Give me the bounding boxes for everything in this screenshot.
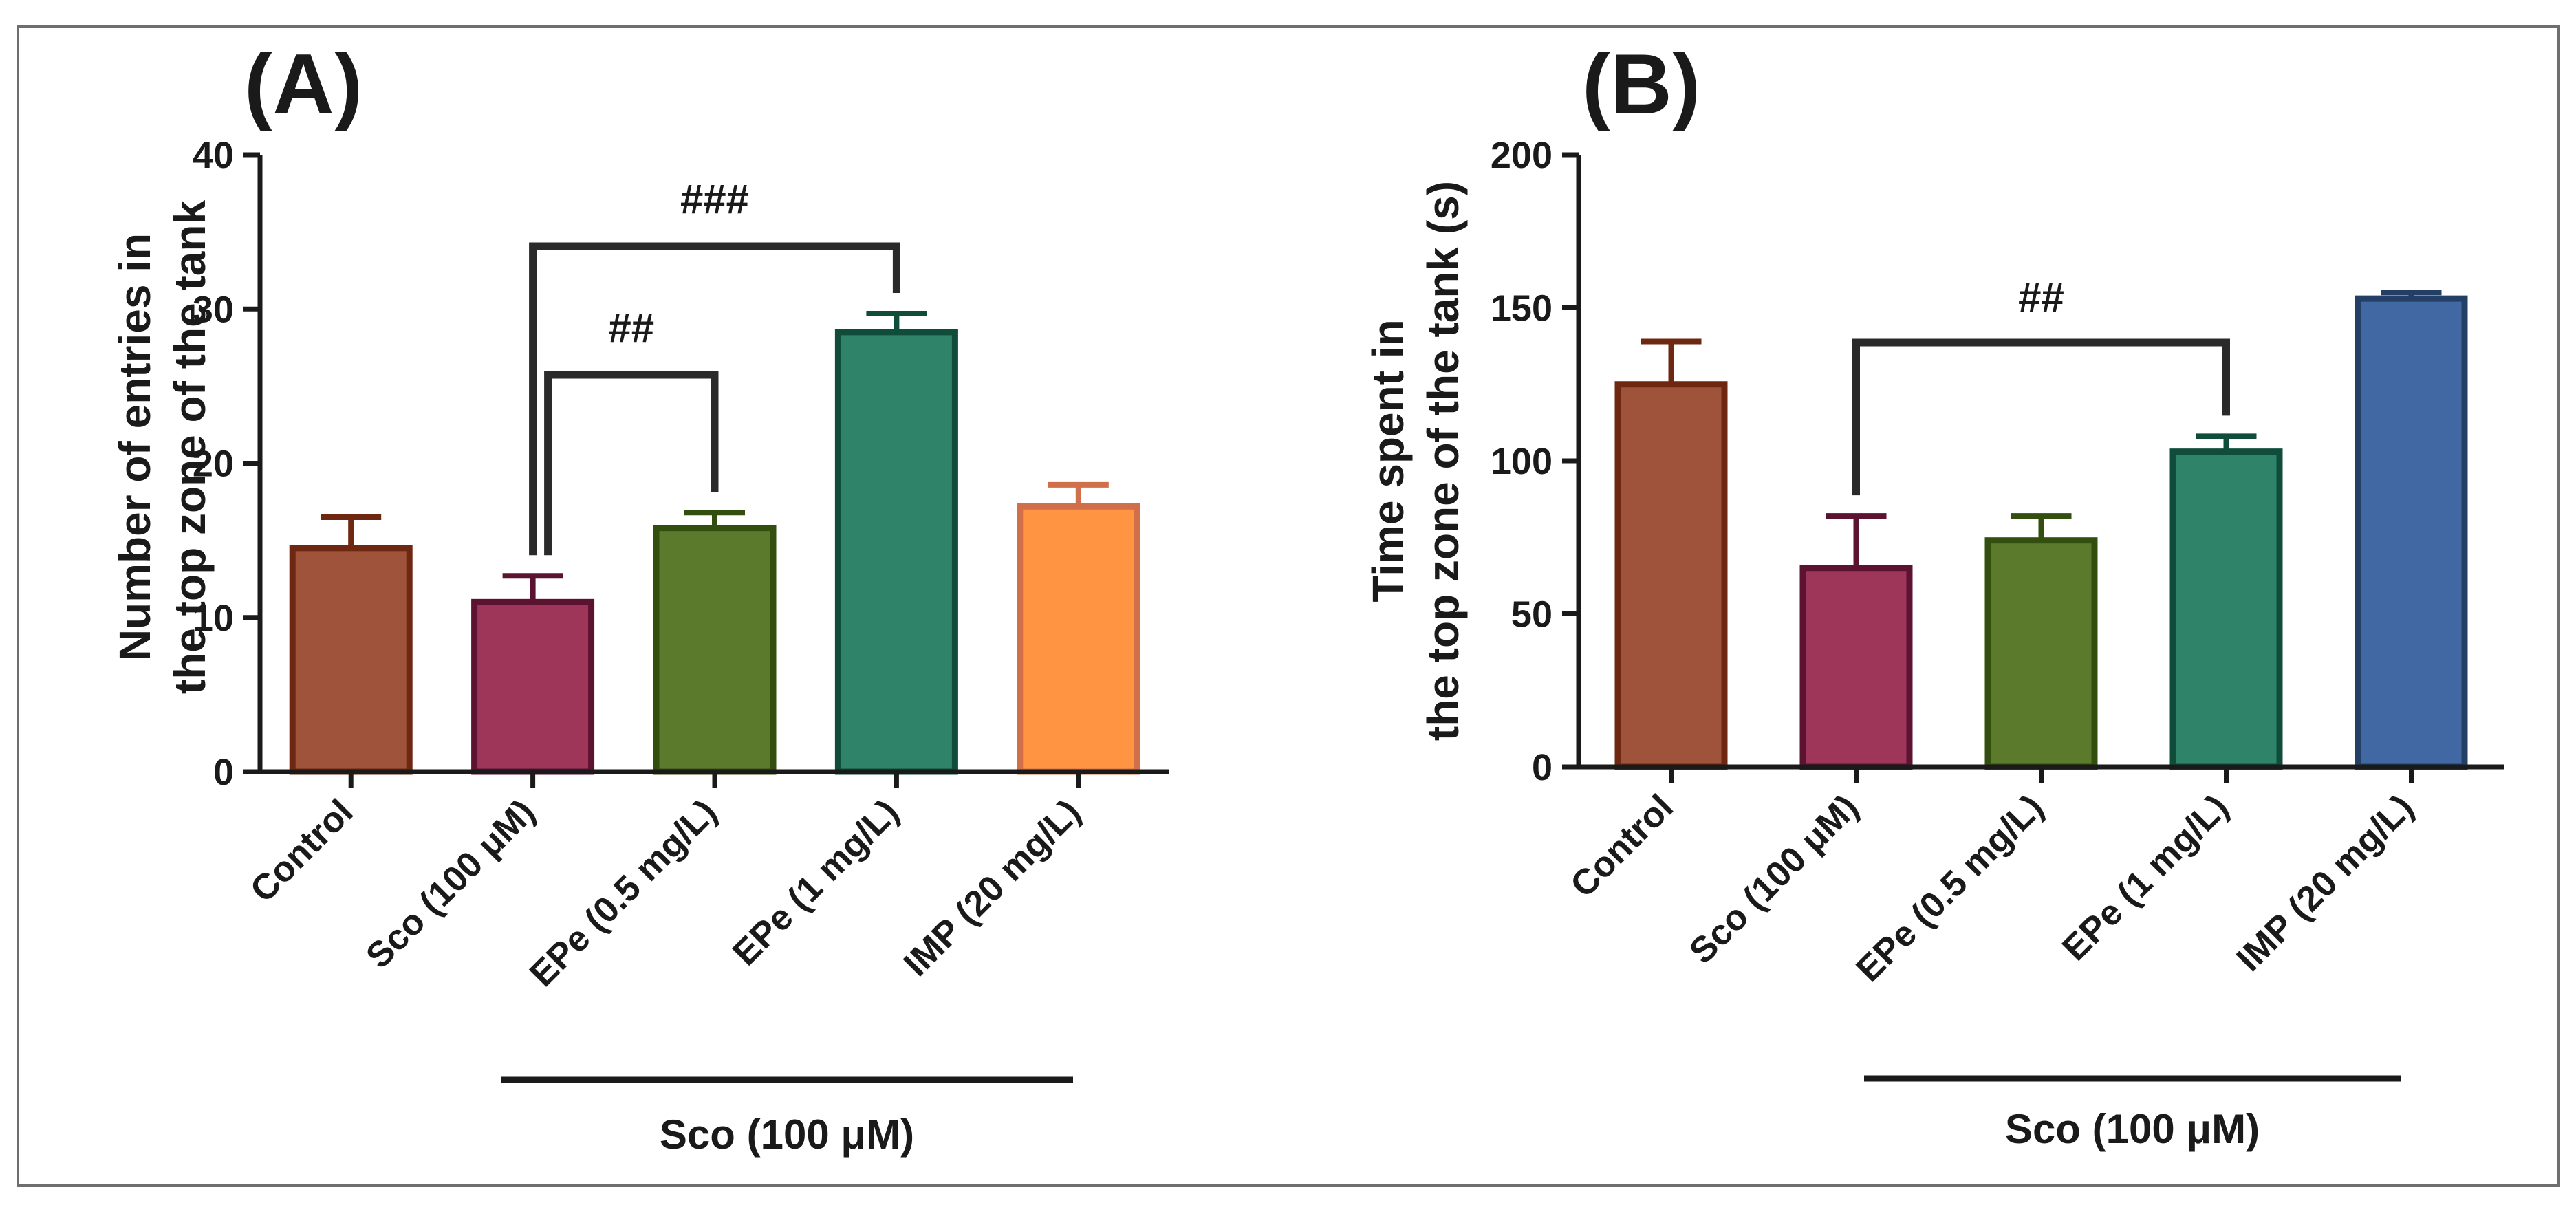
bar-3: [653, 525, 777, 775]
y-tick-label: 0: [1532, 747, 1552, 788]
y-tick-label: 0: [213, 752, 234, 793]
bar-1: [1614, 381, 1728, 770]
panel-label: (A): [244, 37, 362, 132]
y-tick-label: 20: [193, 444, 234, 485]
bar-4: [2169, 448, 2283, 770]
y-axis-title-line-2: the top zone of the tank: [165, 200, 215, 695]
significance-label-1: ##: [2018, 274, 2064, 321]
y-axis-title-line-2: the top zone of the tank (s): [1418, 181, 1468, 741]
group-label: Sco (100 μM): [2005, 1106, 2260, 1152]
significance-bracket-1: [1852, 338, 2230, 496]
y-tick-label: 200: [1491, 135, 1552, 176]
significance-label-2: ###: [680, 176, 749, 222]
significance-bracket-2: [529, 242, 900, 556]
bar-5: [1017, 503, 1140, 775]
y-axis-title-line-1: Number of entries in: [110, 233, 160, 661]
y-tick-label: 100: [1491, 441, 1552, 482]
bar-2: [1799, 565, 1913, 770]
bar-1: [289, 545, 413, 775]
y-tick-label: 30: [193, 289, 234, 330]
significance-bracket-1: [544, 371, 719, 556]
bar-5: [2355, 295, 2468, 770]
group-label: Sco (100 μM): [660, 1111, 914, 1158]
y-tick-label: 10: [193, 598, 234, 639]
y-tick-label: 150: [1491, 288, 1552, 329]
bar-3: [1984, 537, 2098, 770]
y-tick-label: 40: [193, 135, 234, 176]
figure-border: [17, 25, 2560, 1187]
significance-label-1: ##: [608, 305, 654, 351]
bar-4: [834, 329, 958, 775]
y-tick-label: 50: [1511, 594, 1552, 636]
bar-2: [471, 598, 595, 775]
panel-label: (B): [1582, 37, 1700, 132]
y-axis-title-line-1: Time spent in: [1363, 319, 1413, 602]
